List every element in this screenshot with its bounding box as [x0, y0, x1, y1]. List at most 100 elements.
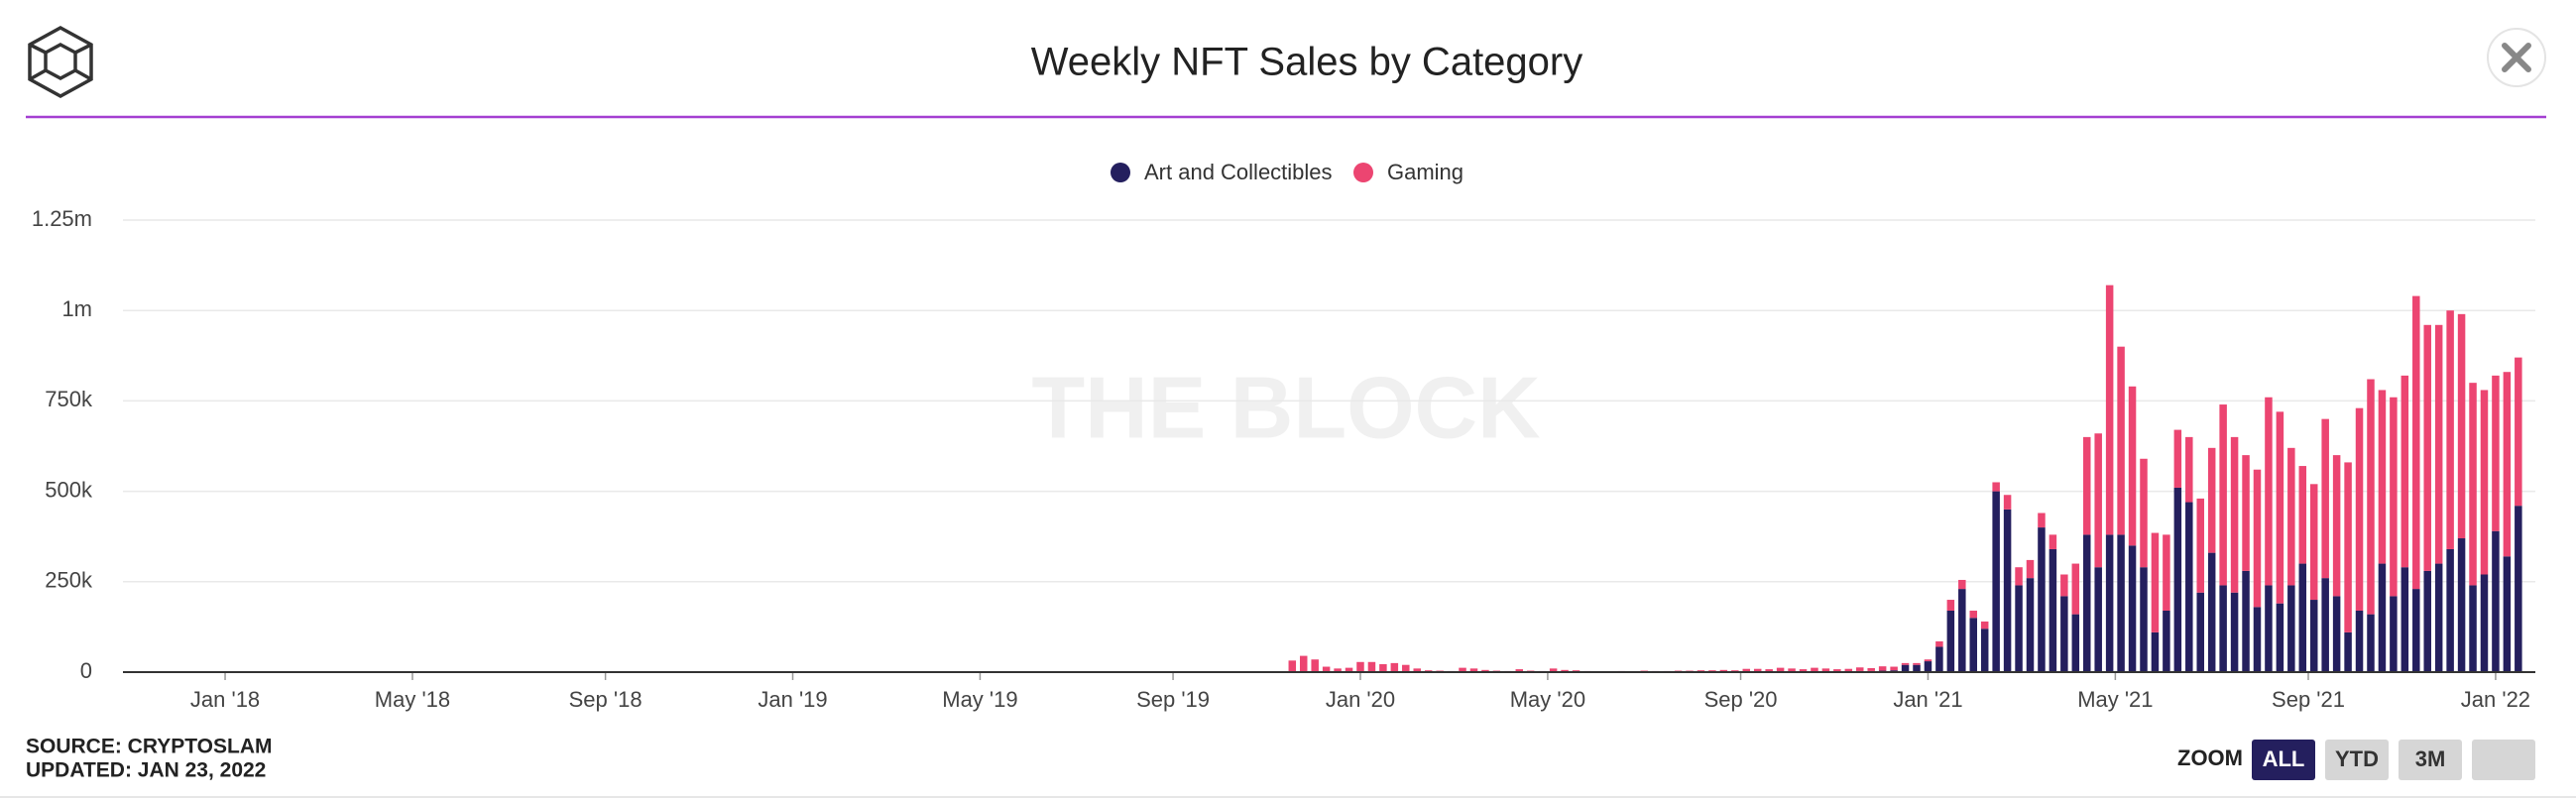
- bar: [2434, 324, 2443, 564]
- bar: [2344, 631, 2352, 672]
- bar: [2265, 397, 2273, 586]
- source: SOURCE: CRYPTOSLAM: [26, 736, 273, 758]
- x-tick-label: Jan '19: [758, 687, 827, 712]
- bar: [2423, 324, 2431, 571]
- bar: [1867, 667, 1875, 671]
- bar: [2049, 534, 2057, 549]
- bar: [2253, 469, 2262, 608]
- bar: [2390, 397, 2398, 597]
- bar: [2060, 574, 2068, 597]
- bar: [2298, 563, 2307, 672]
- bar: [2038, 513, 2046, 528]
- bar: [1935, 640, 1943, 647]
- zoom-button-label: ALL: [2263, 746, 2305, 771]
- zoom-button[interactable]: YTD: [2325, 740, 2389, 780]
- bar: [1833, 669, 1841, 672]
- bar: [1719, 669, 1728, 672]
- bar: [2173, 487, 2182, 672]
- x-tick-label: Sep '21: [2272, 687, 2345, 712]
- zoom-button[interactable]: 3M: [2399, 740, 2462, 780]
- bar: [2071, 563, 2080, 615]
- watermark: THE BLOCK: [1031, 358, 1540, 456]
- bar: [1924, 659, 1932, 662]
- x-tick-label: Jan '22: [2461, 687, 2530, 712]
- bar: [2469, 383, 2477, 586]
- bar: [2332, 596, 2341, 672]
- x-tick-label: May '21: [2077, 687, 2153, 712]
- y-tick-label: 1m: [61, 296, 92, 321]
- legend-item[interactable]: Art and Collectibles: [1111, 160, 1333, 184]
- bar: [1469, 668, 1478, 672]
- bar: [2367, 614, 2375, 672]
- bar: [2128, 545, 2137, 672]
- bar: [2117, 534, 2125, 672]
- zoom-button[interactable]: [2472, 740, 2535, 780]
- bar: [2457, 313, 2466, 539]
- bar: [2094, 433, 2102, 568]
- zoom-button-label: 3M: [2415, 746, 2446, 771]
- bar: [2309, 484, 2318, 601]
- bar: [2446, 310, 2454, 549]
- bar: [1958, 579, 1966, 590]
- bar: [1878, 666, 1887, 671]
- bar: [1992, 491, 2000, 672]
- bar: [1776, 667, 1785, 672]
- zoom-button-bg: [2252, 740, 2315, 780]
- bar: [1946, 610, 1955, 672]
- bar: [2434, 563, 2443, 672]
- bar: [1299, 655, 1308, 672]
- legend-swatch: [1353, 163, 1373, 182]
- bar: [1901, 664, 1910, 672]
- bar: [2242, 570, 2250, 672]
- bar: [2151, 532, 2160, 632]
- bar: [2207, 447, 2216, 553]
- bar: [2185, 502, 2193, 672]
- zoom-button-bg: [2399, 740, 2462, 780]
- bar: [1856, 667, 1864, 671]
- bar: [2128, 386, 2137, 546]
- bar: [2480, 390, 2489, 575]
- bar: [2378, 390, 2387, 564]
- bar: [2071, 614, 2080, 672]
- bar: [1969, 618, 1978, 672]
- x-tick-label: Jan '21: [1893, 687, 1962, 712]
- bar: [2457, 538, 2466, 672]
- x-tick-label: Jan '18: [190, 687, 260, 712]
- chart-title: Weekly NFT Sales by Category: [1031, 41, 1583, 84]
- bar: [2253, 607, 2262, 672]
- bar: [2378, 563, 2387, 672]
- close-button[interactable]: [2487, 28, 2546, 87]
- zoom-button[interactable]: ALL: [2252, 740, 2315, 780]
- bar: [2367, 379, 2375, 615]
- bar: [2230, 592, 2239, 672]
- bar: [1924, 661, 1932, 672]
- bar: [2105, 534, 2114, 672]
- bar: [2207, 552, 2216, 672]
- bar: [1356, 661, 1364, 672]
- bar: [2492, 530, 2500, 672]
- bar: [2355, 407, 2364, 611]
- legend-label: Art and Collectibles: [1144, 160, 1333, 184]
- y-tick-label: 1.25m: [32, 206, 92, 231]
- bar: [2298, 466, 2307, 564]
- x-tick-label: Sep '18: [569, 687, 643, 712]
- bar: [1413, 668, 1421, 672]
- bar: [2480, 574, 2489, 672]
- bar: [1935, 646, 1943, 672]
- zoom-button-bg: [2325, 740, 2389, 780]
- bar: [2309, 600, 2318, 672]
- zoom-label: ZOOM: [2177, 745, 2243, 770]
- bar: [2287, 585, 2295, 672]
- legend-item[interactable]: Gaming: [1353, 160, 1464, 184]
- bar: [1459, 667, 1466, 672]
- bar: [2219, 585, 2227, 672]
- bar: [2026, 578, 2035, 672]
- bar: [2163, 610, 2170, 672]
- bar: [2503, 372, 2512, 557]
- bar: [1481, 669, 1489, 672]
- bar: [1288, 660, 1297, 672]
- updated: UPDATED: JAN 23, 2022: [26, 759, 266, 782]
- bar: [2185, 436, 2193, 503]
- bar: [2400, 375, 2409, 568]
- bar: [2344, 462, 2352, 632]
